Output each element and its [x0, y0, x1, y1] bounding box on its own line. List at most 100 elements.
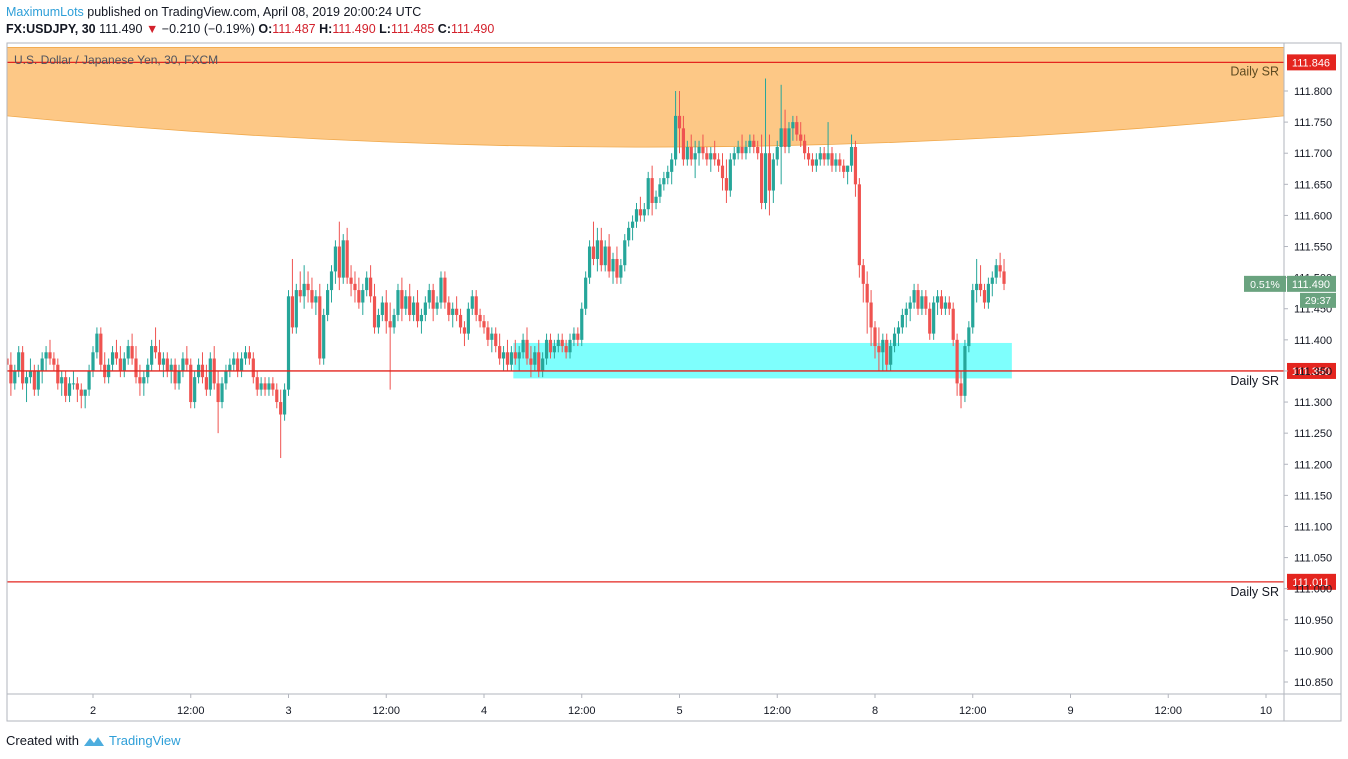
- candle[interactable]: [447, 296, 451, 322]
- candle[interactable]: [642, 202, 646, 222]
- candle[interactable]: [220, 377, 224, 409]
- candle[interactable]: [982, 283, 987, 309]
- candle[interactable]: [748, 134, 752, 154]
- candle[interactable]: [810, 153, 815, 172]
- candle[interactable]: [388, 302, 392, 390]
- candle[interactable]: [638, 196, 642, 222]
- candle[interactable]: [439, 271, 443, 309]
- candle[interactable]: [916, 283, 920, 315]
- candle[interactable]: [889, 339, 893, 371]
- candle[interactable]: [396, 283, 400, 322]
- candle[interactable]: [834, 153, 838, 172]
- candle[interactable]: [5, 333, 9, 371]
- candle[interactable]: [681, 115, 686, 166]
- candle[interactable]: [56, 358, 60, 390]
- candle[interactable]: [435, 296, 439, 315]
- candle[interactable]: [560, 333, 564, 353]
- candle[interactable]: [71, 370, 76, 390]
- candle[interactable]: [110, 346, 115, 371]
- candle[interactable]: [345, 227, 349, 284]
- candle[interactable]: [486, 321, 490, 347]
- candle[interactable]: [466, 302, 470, 340]
- candle[interactable]: [587, 240, 592, 284]
- candle[interactable]: [978, 265, 983, 297]
- price-chart[interactable]: Daily SR 111.846 Daily SR 111.350 Daily SR 11…: [0, 0, 1348, 730]
- candle[interactable]: [122, 352, 126, 378]
- candle[interactable]: [9, 352, 13, 396]
- candle[interactable]: [627, 221, 631, 247]
- candle[interactable]: [971, 283, 975, 334]
- candle[interactable]: [357, 277, 361, 309]
- candle[interactable]: [228, 358, 232, 378]
- candle[interactable]: [932, 296, 936, 340]
- candle[interactable]: [415, 290, 420, 328]
- candle[interactable]: [556, 333, 560, 353]
- candle[interactable]: [595, 227, 599, 272]
- candle[interactable]: [670, 153, 674, 185]
- candle[interactable]: [60, 370, 64, 396]
- candle[interactable]: [900, 308, 904, 334]
- candle[interactable]: [584, 271, 588, 315]
- candle[interactable]: [40, 352, 44, 384]
- candle[interactable]: [302, 265, 306, 309]
- candle[interactable]: [239, 352, 244, 378]
- candle[interactable]: [548, 333, 553, 359]
- candle[interactable]: [939, 290, 944, 315]
- candle[interactable]: [568, 333, 572, 359]
- candle[interactable]: [232, 352, 236, 371]
- supply-zone[interactable]: [7, 47, 1284, 148]
- candle[interactable]: [259, 377, 263, 396]
- candle[interactable]: [380, 296, 384, 322]
- candle[interactable]: [150, 339, 154, 371]
- candle[interactable]: [713, 140, 717, 166]
- candle[interactable]: [732, 146, 736, 166]
- candle[interactable]: [673, 91, 678, 166]
- candle[interactable]: [623, 234, 627, 272]
- candle[interactable]: [329, 265, 334, 303]
- candle[interactable]: [44, 346, 48, 371]
- candle[interactable]: [701, 134, 705, 160]
- candle[interactable]: [32, 364, 36, 396]
- candle[interactable]: [267, 377, 271, 396]
- candle[interactable]: [830, 146, 834, 172]
- candle[interactable]: [576, 327, 580, 347]
- candle[interactable]: [349, 265, 353, 297]
- candle[interactable]: [498, 333, 502, 365]
- candle[interactable]: [822, 146, 826, 166]
- candle[interactable]: [165, 352, 169, 378]
- candle[interactable]: [842, 159, 846, 179]
- candle[interactable]: [838, 153, 842, 172]
- candle[interactable]: [173, 358, 177, 390]
- candle[interactable]: [130, 333, 134, 365]
- candle[interactable]: [255, 370, 259, 396]
- candle[interactable]: [920, 290, 924, 315]
- candle[interactable]: [138, 364, 142, 396]
- candle[interactable]: [806, 146, 811, 166]
- candle[interactable]: [533, 346, 537, 371]
- candle[interactable]: [849, 134, 854, 172]
- candle[interactable]: [509, 346, 513, 371]
- candle[interactable]: [318, 283, 322, 365]
- candle[interactable]: [615, 246, 619, 284]
- candle[interactable]: [975, 258, 979, 303]
- candle[interactable]: [17, 346, 21, 378]
- candle[interactable]: [697, 140, 701, 166]
- candle[interactable]: [521, 333, 525, 359]
- candle[interactable]: [525, 327, 529, 365]
- demand-zone[interactable]: [513, 342, 1012, 379]
- candle[interactable]: [896, 321, 901, 347]
- candle[interactable]: [419, 308, 424, 334]
- candle[interactable]: [474, 290, 478, 322]
- candle[interactable]: [666, 165, 670, 185]
- candle[interactable]: [372, 283, 377, 334]
- candle[interactable]: [861, 258, 865, 303]
- candle[interactable]: [369, 265, 373, 303]
- candle[interactable]: [458, 308, 463, 334]
- candle[interactable]: [118, 346, 122, 378]
- candle[interactable]: [529, 346, 533, 378]
- candle[interactable]: [513, 339, 517, 365]
- candle[interactable]: [912, 283, 916, 309]
- candle[interactable]: [361, 283, 365, 315]
- candle[interactable]: [204, 364, 208, 396]
- candle[interactable]: [990, 271, 994, 297]
